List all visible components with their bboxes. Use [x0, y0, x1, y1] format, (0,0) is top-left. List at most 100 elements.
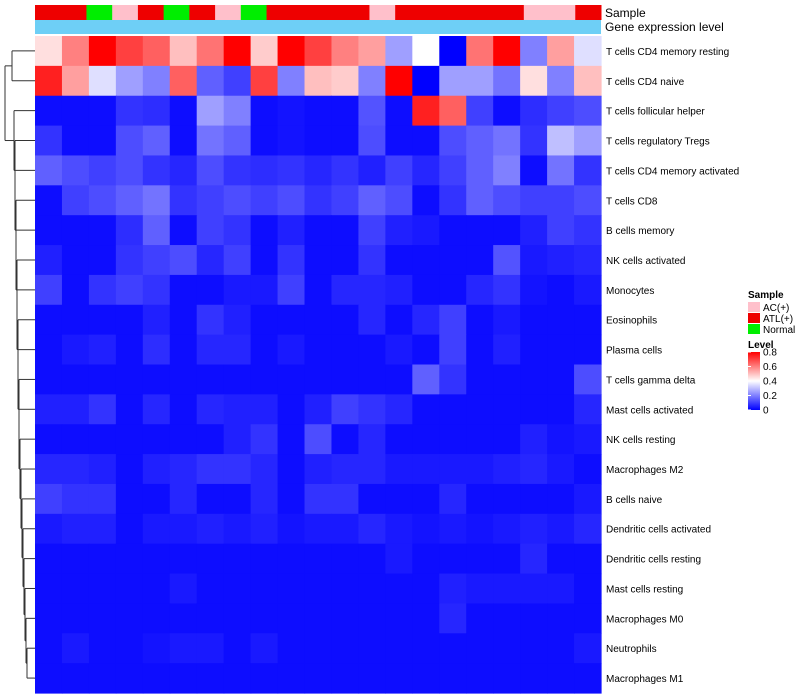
heatmap-cell: [35, 394, 63, 425]
heatmap-cell: [493, 334, 521, 366]
heatmap-cell: [385, 394, 413, 425]
heatmap-cell: [493, 454, 521, 485]
heatmap-cell: [250, 334, 279, 366]
heatmap-cell: [493, 274, 521, 306]
heatmap-cell: [250, 304, 279, 336]
heatmap-cell: [547, 633, 575, 664]
heatmap-cell: [358, 215, 386, 246]
row-label: Macrophages M0: [606, 614, 684, 625]
heatmap-cell: [466, 36, 494, 67]
sample-annotation-cell: [549, 5, 576, 20]
legend-swatch: [748, 302, 760, 312]
row-label: T cells follicular helper: [606, 107, 705, 118]
heatmap-cell: [358, 573, 386, 605]
heatmap-cell: [61, 185, 90, 216]
heatmap-cell: [35, 424, 63, 455]
heatmap-cell: [169, 394, 198, 425]
heatmap-cell: [331, 573, 360, 605]
heatmap-cell: [115, 215, 144, 246]
heatmap-cell: [169, 95, 198, 127]
heatmap-cell: [142, 36, 171, 67]
heatmap-cell: [304, 633, 333, 664]
heatmap-cell: [547, 513, 575, 545]
heatmap-cell: [277, 424, 306, 455]
sample-legend: Sample AC(+)ATL(+)Normal: [748, 290, 795, 336]
heatmap-cell: [520, 274, 548, 306]
heatmap-cell: [412, 155, 440, 186]
heatmap-cell: [223, 573, 252, 605]
sample-annotation-cell: [189, 5, 216, 20]
heatmap-cell: [412, 424, 440, 455]
heatmap-cell: [142, 663, 171, 694]
heatmap-cell: [250, 603, 279, 634]
heatmap-cell: [520, 483, 548, 515]
heatmap-cell: [196, 543, 225, 575]
sample-annotation-cell: [369, 5, 396, 20]
heatmap-cell: [88, 185, 117, 216]
heatmap-cell: [142, 364, 171, 395]
heatmap-cell: [547, 394, 575, 425]
heatmap-cell: [466, 65, 494, 97]
heatmap-cell: [385, 483, 413, 515]
heatmap-cell: [61, 603, 90, 634]
heatmap-cell: [574, 334, 602, 366]
heatmap-cell: [88, 274, 117, 306]
heatmap-cell: [574, 36, 602, 67]
heatmap-cell: [520, 543, 548, 575]
heatmap-cell: [142, 573, 171, 605]
heatmap-cell: [35, 573, 63, 605]
heatmap-cell: [277, 95, 306, 127]
heatmap-cells: [35, 36, 602, 694]
heatmap-cell: [439, 483, 467, 515]
heatmap-cell: [493, 215, 521, 246]
heatmap-cell: [358, 394, 386, 425]
heatmap-cell: [439, 125, 467, 157]
heatmap-cell: [493, 155, 521, 186]
heatmap-cell: [358, 185, 386, 216]
sample-annotation-cell: [86, 5, 113, 20]
heatmap-cell: [331, 245, 360, 276]
heatmap-cell: [61, 513, 90, 545]
heatmap-cell: [223, 36, 252, 67]
heatmap-cell: [250, 185, 279, 216]
heatmap-cell: [412, 65, 440, 97]
heatmap-cell: [493, 543, 521, 575]
heatmap-cell: [223, 454, 252, 485]
heatmap-cell: [385, 424, 413, 455]
heatmap-cell: [412, 483, 440, 515]
heatmap-cell: [304, 245, 333, 276]
heatmap-cell: [115, 454, 144, 485]
legend-swatch: [748, 313, 760, 323]
heatmap-cell: [142, 95, 171, 127]
sample-annotation-cell: [472, 5, 499, 20]
heatmap-cell: [520, 424, 548, 455]
heatmap-cell: [88, 245, 117, 276]
heatmap-cell: [358, 543, 386, 575]
heatmap-cell: [223, 334, 252, 366]
heatmap-cell: [520, 603, 548, 634]
heatmap-cell: [196, 155, 225, 186]
row-label: B cells naive: [606, 495, 663, 506]
heatmap-cell: [196, 424, 225, 455]
legend-label: Normal: [763, 325, 795, 336]
heatmap-cell: [412, 185, 440, 216]
heatmap-cell: [466, 513, 494, 545]
row-dendrogram: [4, 50, 35, 679]
heatmap-cell: [277, 394, 306, 425]
heatmap-cell: [88, 215, 117, 246]
heatmap-cell: [250, 543, 279, 575]
sample-annotation-cell: [446, 5, 473, 20]
heatmap-cell: [331, 65, 360, 97]
heatmap-cell: [439, 215, 467, 246]
heatmap-cell: [331, 543, 360, 575]
heatmap-cell: [142, 125, 171, 157]
heatmap-cell: [169, 245, 198, 276]
heatmap-cell: [223, 245, 252, 276]
heatmap-cell: [466, 424, 494, 455]
heatmap-cell: [331, 155, 360, 186]
sample-annotation-cell: [240, 5, 268, 20]
heatmap-cell: [493, 304, 521, 336]
heatmap-cell: [115, 603, 144, 634]
heatmap-cell: [466, 125, 494, 157]
